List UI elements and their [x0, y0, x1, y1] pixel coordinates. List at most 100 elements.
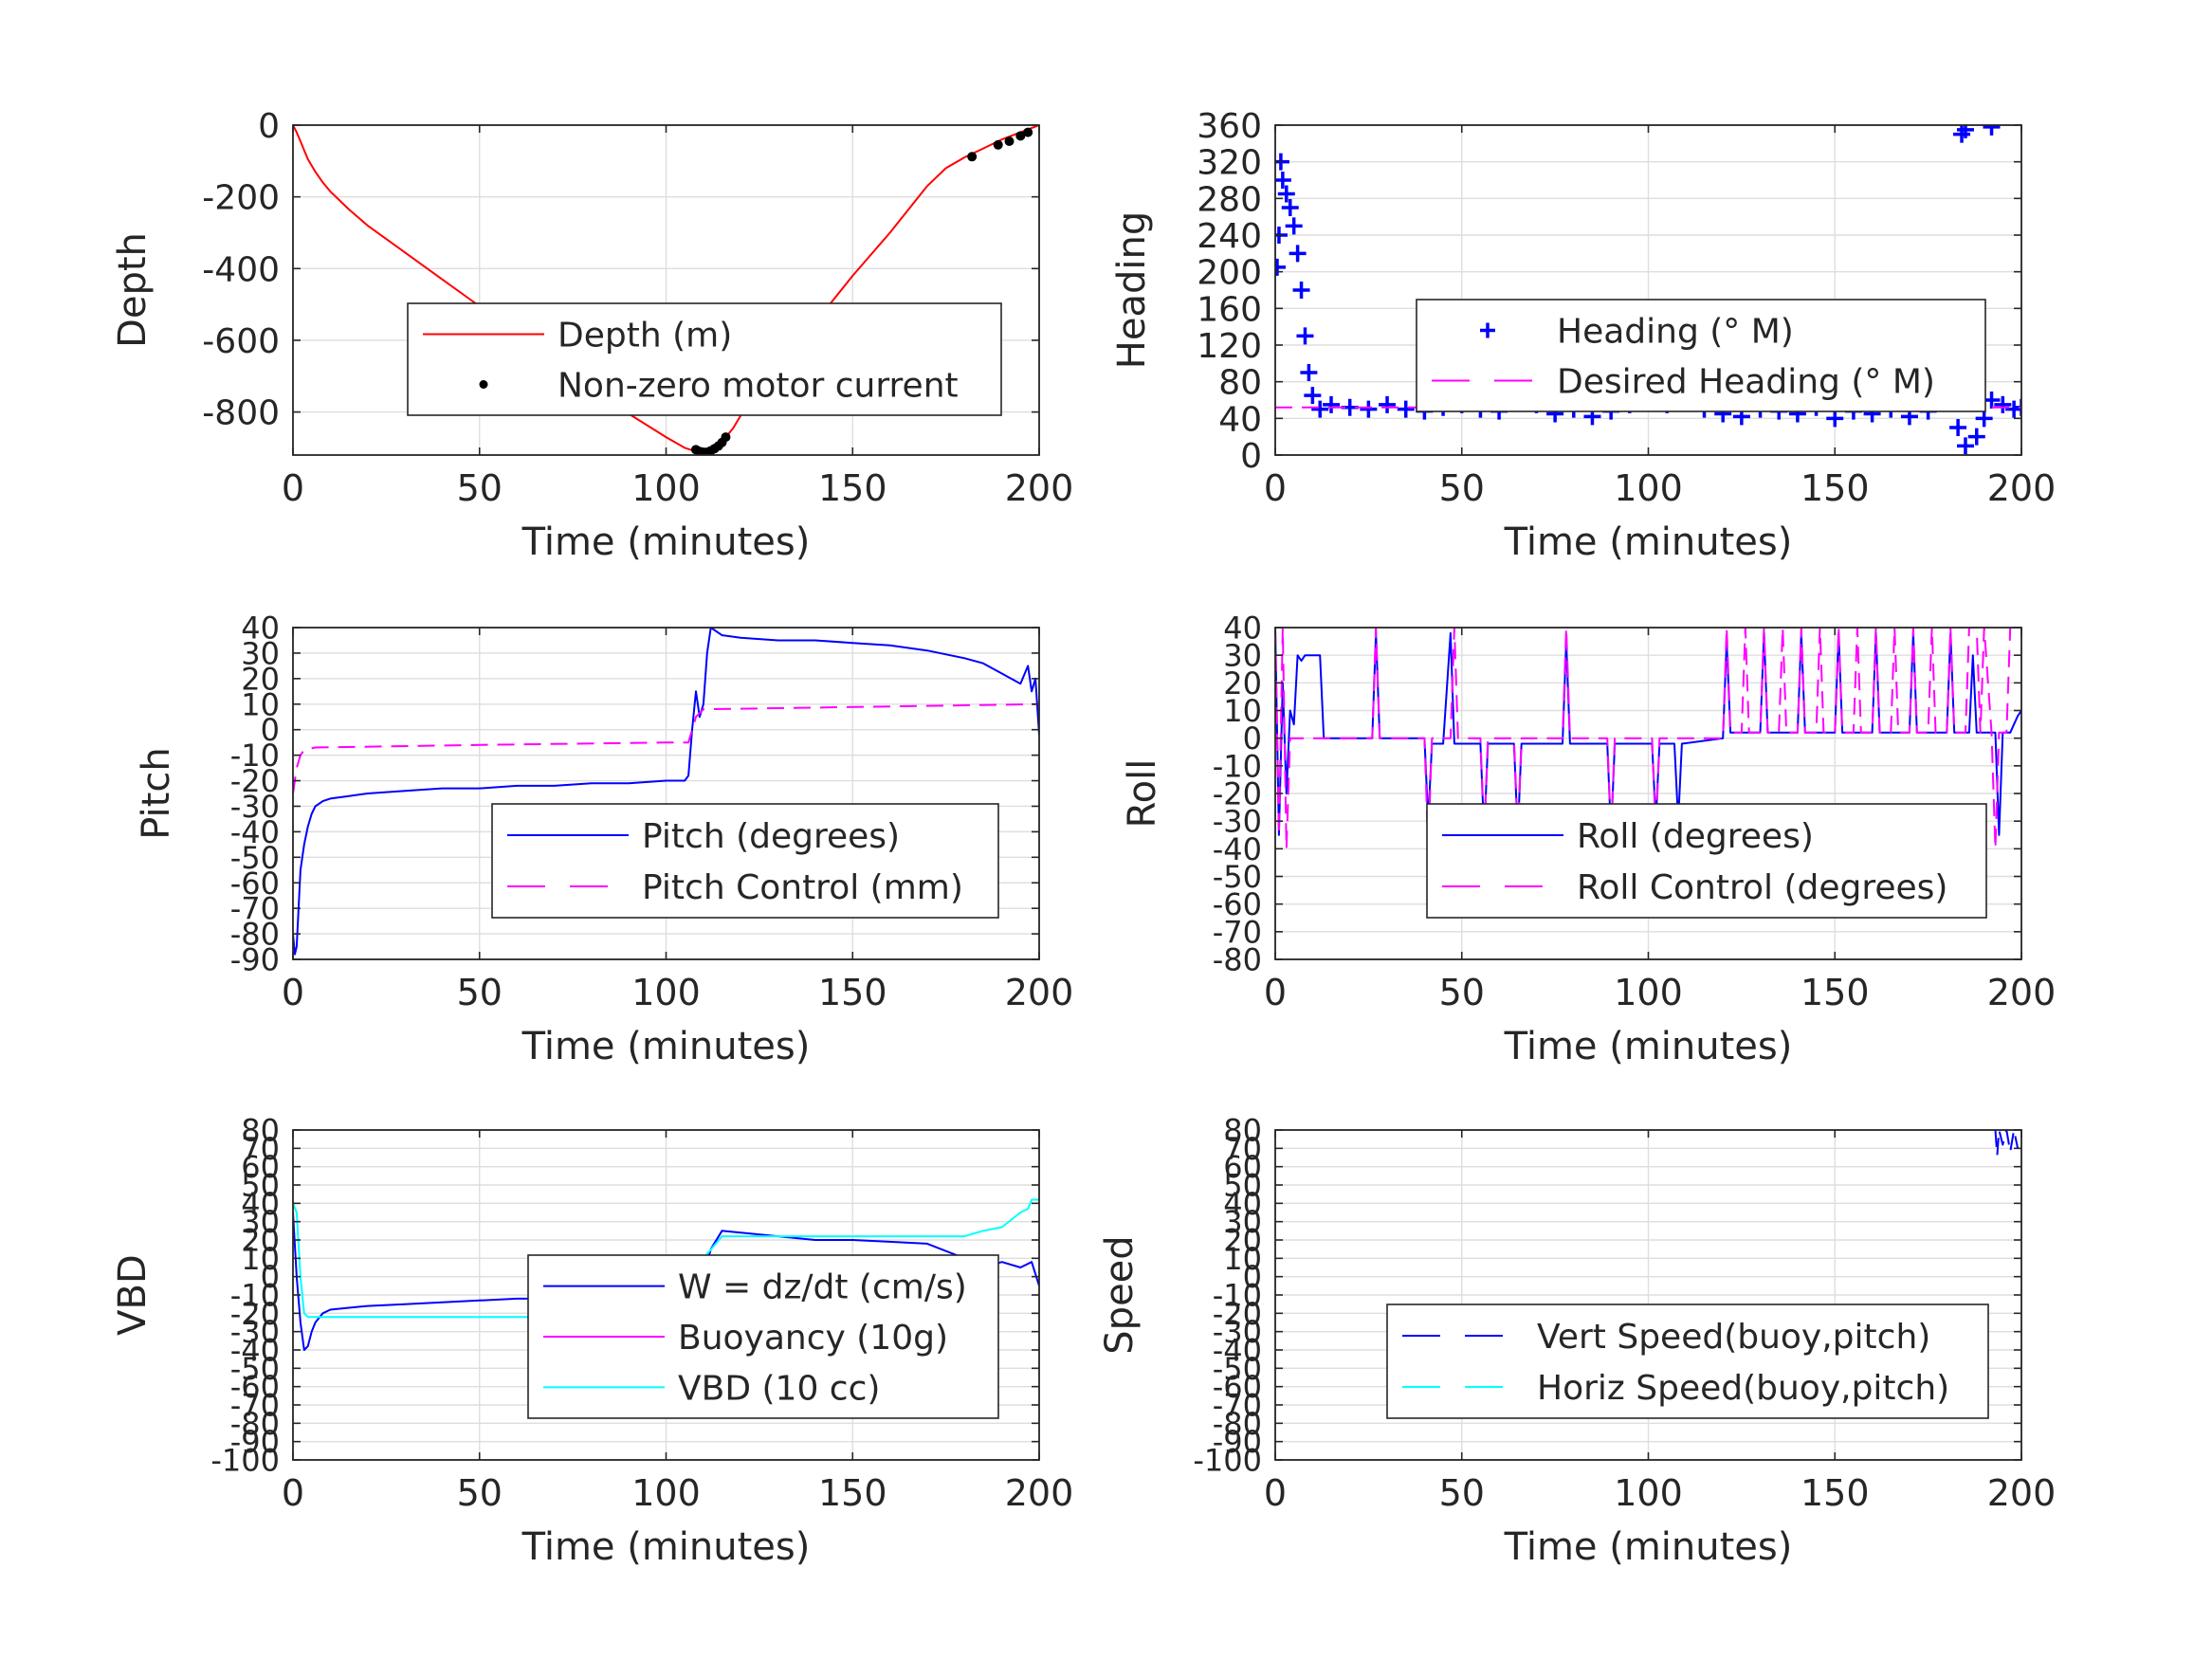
depth-x-tick-label: 50 — [457, 467, 503, 509]
speed-y-tick-label: 20 — [1223, 1223, 1262, 1259]
vbd-y-tick-label: -70 — [230, 1388, 280, 1424]
vbd-y-tick-label: -40 — [230, 1333, 280, 1369]
pitch-y-tick-label: -20 — [230, 763, 280, 799]
roll-y-tick-label: -30 — [1213, 804, 1262, 840]
heading-series-heading-m-point — [1285, 217, 1303, 235]
speed-x-tick-label: 150 — [1801, 1472, 1870, 1514]
pitch-y-tick-label: -90 — [230, 942, 280, 978]
vbd-y-tick-label: 50 — [241, 1168, 280, 1204]
speed-legend-horiz-speed-buoy-pitch-label: Horiz Speed(buoy,pitch) — [1537, 1369, 1949, 1408]
heading-series-heading-m-point — [1397, 400, 1415, 418]
heading-y-tick-label: 40 — [1218, 400, 1262, 439]
speed-x-tick-label: 100 — [1614, 1472, 1683, 1514]
pitch-y-tick-label: 20 — [241, 661, 280, 697]
speed-y-tick-label: -30 — [1213, 1314, 1262, 1350]
vbd-x-tick-label: 50 — [457, 1472, 503, 1514]
heading-legend-heading-m-label: Heading (° M) — [1557, 313, 1794, 352]
depth-y-tick-label: -400 — [202, 250, 280, 289]
vbd-legend: W = dz/dt (cm/s) Buoyancy (10g) VBD (10 cc… — [527, 1254, 999, 1419]
depth-series-non-zero-motor-current-point — [1023, 127, 1033, 137]
vbd-y-tick-label: -20 — [230, 1296, 280, 1332]
speed-y-tick-label: -90 — [1213, 1424, 1262, 1460]
speed-y-tick-label: 70 — [1223, 1131, 1262, 1167]
speed-y-tick-label: 60 — [1223, 1149, 1262, 1185]
pitch-y-tick-label: -40 — [230, 814, 280, 850]
heading-x-tick-label: 0 — [1264, 467, 1287, 509]
heading-series-heading-m-point — [2005, 400, 2021, 418]
roll-y-tick-label: 30 — [1223, 638, 1262, 674]
roll-x-tick-label: 100 — [1614, 972, 1683, 1013]
depth-y-tick-label: -800 — [202, 394, 280, 433]
speed-x-axis-label: Time (minutes) — [1504, 1525, 1793, 1569]
heading-y-tick-label: 360 — [1197, 107, 1262, 146]
speed-x-tick-label: 200 — [1987, 1472, 2057, 1514]
pitch-x-tick-label: 50 — [457, 972, 503, 1013]
speed-series-group — [1994, 1130, 2020, 1158]
speed-y-axis-label: Speed — [1098, 1235, 1142, 1354]
roll-x-tick-label: 200 — [1987, 972, 2057, 1013]
roll-x-axis-label: Time (minutes) — [1504, 1025, 1793, 1068]
pitch-y-tick-label: 0 — [261, 712, 280, 748]
depth-legend: Depth (m) Non-zero motor current — [407, 302, 1002, 416]
roll-y-tick-label: -80 — [1213, 942, 1262, 978]
vbd-legend-w-dz-dt-cm-s-label: W = dz/dt (cm/s) — [678, 1268, 967, 1307]
heading-series-heading-m-point — [1304, 387, 1322, 405]
vbd-y-tick-label: 60 — [241, 1149, 280, 1185]
vbd-x-tick-label: 200 — [1005, 1472, 1074, 1514]
heading-series-heading-m-point — [1289, 245, 1307, 263]
vbd-y-tick-label: -60 — [230, 1369, 280, 1405]
speed-panel: 0 50 100 150 200-100-90-80-70-60-50-40-30-20… — [1098, 1113, 2056, 1569]
heading-series-heading-m-point — [1826, 410, 1844, 428]
roll-legend-box — [1426, 803, 1987, 919]
vbd-y-tick-label: -50 — [230, 1351, 280, 1387]
depth-y-axis-label: Depth — [111, 232, 155, 348]
depth-series-non-zero-motor-current-point — [1015, 131, 1026, 141]
heading-series-heading-m-point — [1281, 199, 1299, 216]
roll-legend-roll-control-degrees-label: Roll Control (degrees) — [1577, 868, 1947, 907]
heading-series-heading-m-point — [1994, 395, 2012, 413]
heading-series-heading-m-point — [1311, 400, 1329, 418]
pitch-y-tick-label: 30 — [241, 635, 280, 671]
roll-y-tick-label: -10 — [1213, 748, 1262, 784]
roll-y-tick-label: 20 — [1223, 665, 1262, 702]
heading-y-tick-label: 80 — [1218, 364, 1262, 403]
heading-y-axis-label: Heading — [1110, 211, 1154, 369]
vbd-y-tick-label: 80 — [241, 1113, 280, 1149]
depth-y-tick-label: -200 — [202, 179, 280, 218]
pitch-y-tick-label: -70 — [230, 891, 280, 927]
vbd-y-tick-label: 40 — [241, 1186, 280, 1222]
heading-series-heading-m-point — [1967, 428, 1985, 446]
roll-y-tick-label: 0 — [1243, 720, 1262, 757]
heading-legend-box — [1416, 299, 1986, 412]
pitch-series-pitch-control-mm — [293, 702, 1039, 794]
pitch-y-tick-label: -30 — [230, 789, 280, 825]
pitch-x-tick-label: 100 — [631, 972, 701, 1013]
depth-legend-box — [407, 302, 1002, 416]
vbd-y-tick-label: 10 — [241, 1241, 280, 1277]
pitch-y-tick-label: -50 — [230, 840, 280, 876]
depth-x-tick-label: 200 — [1005, 467, 1074, 509]
heading-series-heading-m-point — [1360, 400, 1378, 418]
pitch-legend-pitch-degrees-label: Pitch (degrees) — [642, 817, 900, 856]
speed-y-tick-label: 50 — [1223, 1168, 1262, 1204]
speed-y-tick-label: -50 — [1213, 1351, 1262, 1387]
speed-y-tick-label: 0 — [1243, 1259, 1262, 1295]
pitch-y-tick-label: -60 — [230, 866, 280, 902]
heading-series-heading-m-point — [1296, 327, 1314, 345]
pitch-x-tick-label: 0 — [282, 972, 304, 1013]
speed-y-tick-label: -40 — [1213, 1333, 1262, 1369]
pitch-y-tick-label: -80 — [230, 917, 280, 953]
roll-y-axis-label: Roll — [1121, 759, 1164, 829]
heading-series-heading-m-point — [1277, 185, 1295, 203]
heading-panel: 0 50 100 150 20004080120160200240280320360Ti… — [1110, 107, 2056, 564]
vbd-x-tick-label: 100 — [631, 1472, 701, 1514]
heading-series-heading-m-point — [1975, 410, 1993, 428]
depth-legend-non-zero-motor-current-label: Non-zero motor current — [558, 367, 959, 406]
depth-series-non-zero-motor-current-point — [1004, 137, 1015, 147]
roll-x-tick-label: 0 — [1264, 972, 1287, 1013]
depth-series-group — [293, 125, 1039, 455]
roll-x-tick-label: 50 — [1439, 972, 1485, 1013]
vbd-y-tick-label: 30 — [241, 1204, 280, 1240]
pitch-legend-pitch-control-mm-label: Pitch Control (mm) — [642, 868, 963, 907]
speed-legend: Vert Speed(buoy,pitch) Horiz Speed(buoy,p… — [1386, 1304, 1989, 1419]
